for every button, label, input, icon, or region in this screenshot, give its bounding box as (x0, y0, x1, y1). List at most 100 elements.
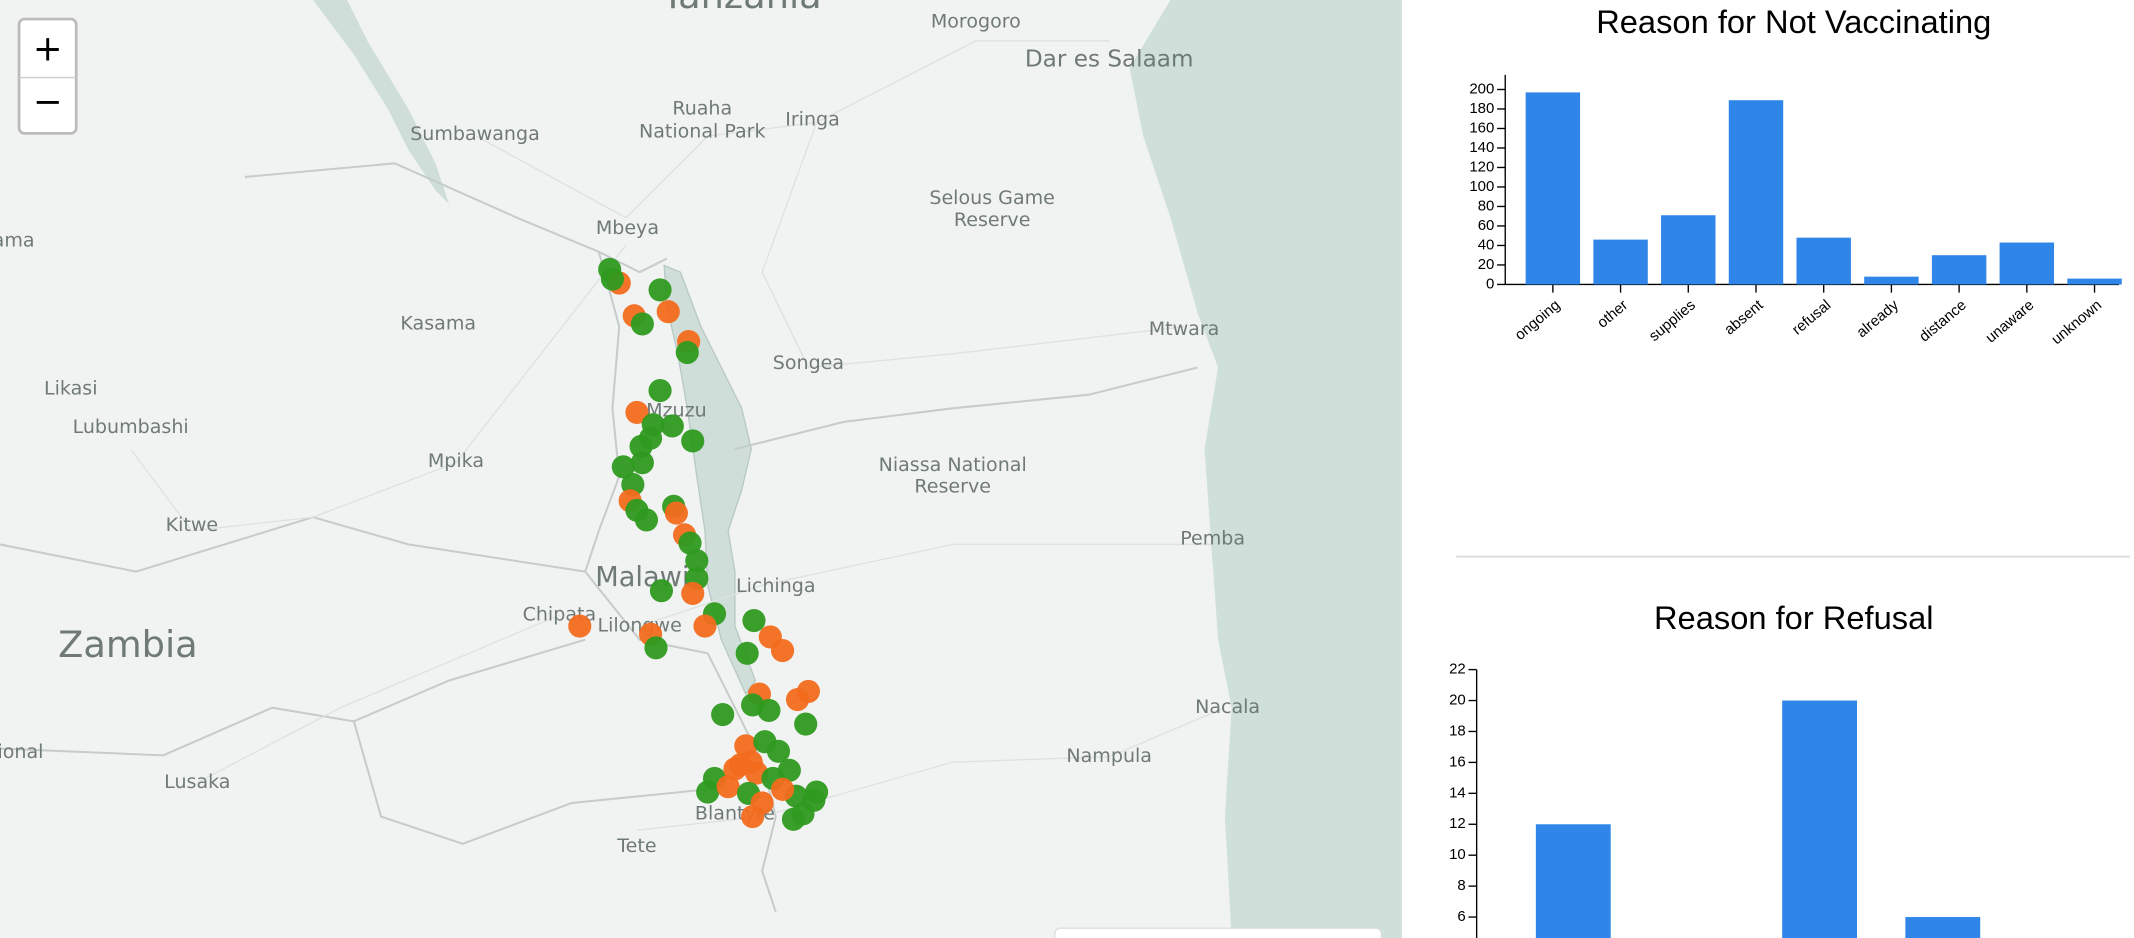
site-marker (649, 579, 673, 603)
place-label: Lubumbashi (73, 416, 189, 438)
bar (1905, 917, 1981, 938)
site-marker (781, 807, 806, 831)
place-label: Dar es Salaam (1025, 46, 1194, 72)
place-label: National Park (639, 121, 766, 143)
lake-tanganyika (313, 0, 450, 205)
site-marker (611, 455, 635, 479)
x-tick-label: unknown (2048, 297, 2105, 349)
place-label: ama (0, 229, 35, 251)
place-label: ional (0, 741, 43, 763)
place-label: Niassa National (879, 454, 1027, 476)
x-tick-label: ongoing (1512, 297, 1564, 344)
bar (1796, 237, 1851, 285)
site-marker (568, 614, 592, 638)
site-marker (770, 777, 795, 801)
place-label: Ruaha (672, 97, 732, 119)
site-marker (794, 712, 818, 736)
x-tick-label: absent (1721, 296, 1767, 338)
place-label: Mbeya (596, 217, 659, 239)
site-marker (741, 805, 765, 829)
place-label: Lusaka (164, 771, 230, 793)
site-marker (777, 758, 801, 782)
site-marker (735, 641, 759, 665)
site-marker (664, 501, 688, 525)
x-tick-label: distance (1916, 297, 1970, 346)
borders (0, 162, 1198, 913)
bar (2067, 278, 2122, 285)
site-marker (630, 451, 654, 475)
map-markers (568, 257, 829, 831)
place-label: Songea (773, 352, 844, 374)
place-label: Mzuzu (646, 400, 707, 422)
site-marker (678, 531, 702, 555)
place-label: Morogoro (931, 10, 1021, 32)
y-tick-label: 160 (1469, 119, 1494, 136)
site-marker (739, 750, 763, 774)
x-tick-label: supplies (1646, 297, 1699, 345)
roads (130, 40, 1226, 831)
place-label: Nampula (1066, 745, 1152, 767)
site-marker (693, 614, 717, 638)
place-label: Mtwara (1149, 318, 1220, 340)
bar (1864, 276, 1919, 285)
y-tick-label: 6 (1457, 908, 1465, 925)
y-tick-label: 22 (1449, 661, 1466, 678)
y-tick-label: 80 (1478, 197, 1495, 214)
site-marker (648, 278, 672, 302)
zoom-in-button[interactable]: + (33, 28, 63, 69)
place-label: Likasi (44, 378, 98, 400)
place-label: Kasama (400, 312, 476, 334)
y-tick-label: 0 (1486, 275, 1494, 292)
bar-chart: Reason for Refusal 6 8 10 12 14 16 18 20 22 (1449, 599, 1981, 938)
y-tick-label: 16 (1449, 753, 1466, 770)
x-tick-label: refusal (1789, 297, 1834, 339)
zoom-control: + − (17, 17, 78, 135)
place-label: Tete (616, 835, 656, 857)
zoom-box (17, 17, 78, 135)
y-tick-label: 18 (1449, 722, 1466, 739)
chart-title: Reason for Not Vaccinating (1596, 3, 1991, 40)
site-marker (766, 739, 791, 763)
place-label: Reserve (914, 476, 991, 498)
place-label: Kitwe (166, 514, 219, 536)
site-marker (675, 340, 699, 365)
y-tick-label: 120 (1469, 158, 1494, 175)
y-tick-label: 180 (1469, 100, 1494, 117)
place-label: Sumbawanga (410, 123, 540, 145)
site-marker (681, 581, 705, 605)
chart-title: Reason for Refusal (1654, 599, 1934, 636)
site-marker (685, 549, 709, 573)
x-tick-label: other (1594, 297, 1631, 332)
y-tick-label: 20 (1449, 691, 1466, 708)
sea (1129, 0, 1402, 938)
bar (1931, 255, 1987, 285)
site-marker (716, 775, 740, 799)
site-marker (638, 426, 663, 450)
y-tick-label: 140 (1469, 139, 1494, 156)
site-marker (634, 508, 659, 532)
site-marker (696, 780, 720, 804)
site-marker (711, 702, 735, 727)
bar (1593, 239, 1648, 285)
attribution-box (1054, 927, 1383, 938)
site-marker (644, 636, 668, 660)
zoom-out-button[interactable]: − (33, 81, 63, 122)
site-marker (805, 780, 829, 804)
x-tick-label: unaware (1982, 297, 2037, 347)
site-marker (656, 300, 680, 324)
y-tick-label: 14 (1449, 784, 1466, 801)
y-tick-label: 60 (1478, 217, 1495, 234)
place-label: Reserve (954, 209, 1031, 231)
x-tick-label: already (1853, 296, 1902, 341)
place-label: Mpika (428, 450, 484, 472)
site-marker (757, 698, 781, 723)
bar (1535, 824, 1611, 938)
bar (1782, 700, 1858, 938)
site-marker (660, 414, 684, 438)
y-tick-label: 10 (1449, 846, 1466, 863)
place-label: Malawi (595, 562, 689, 593)
y-tick-label: 100 (1469, 178, 1494, 195)
y-tick-label: 200 (1469, 80, 1494, 97)
